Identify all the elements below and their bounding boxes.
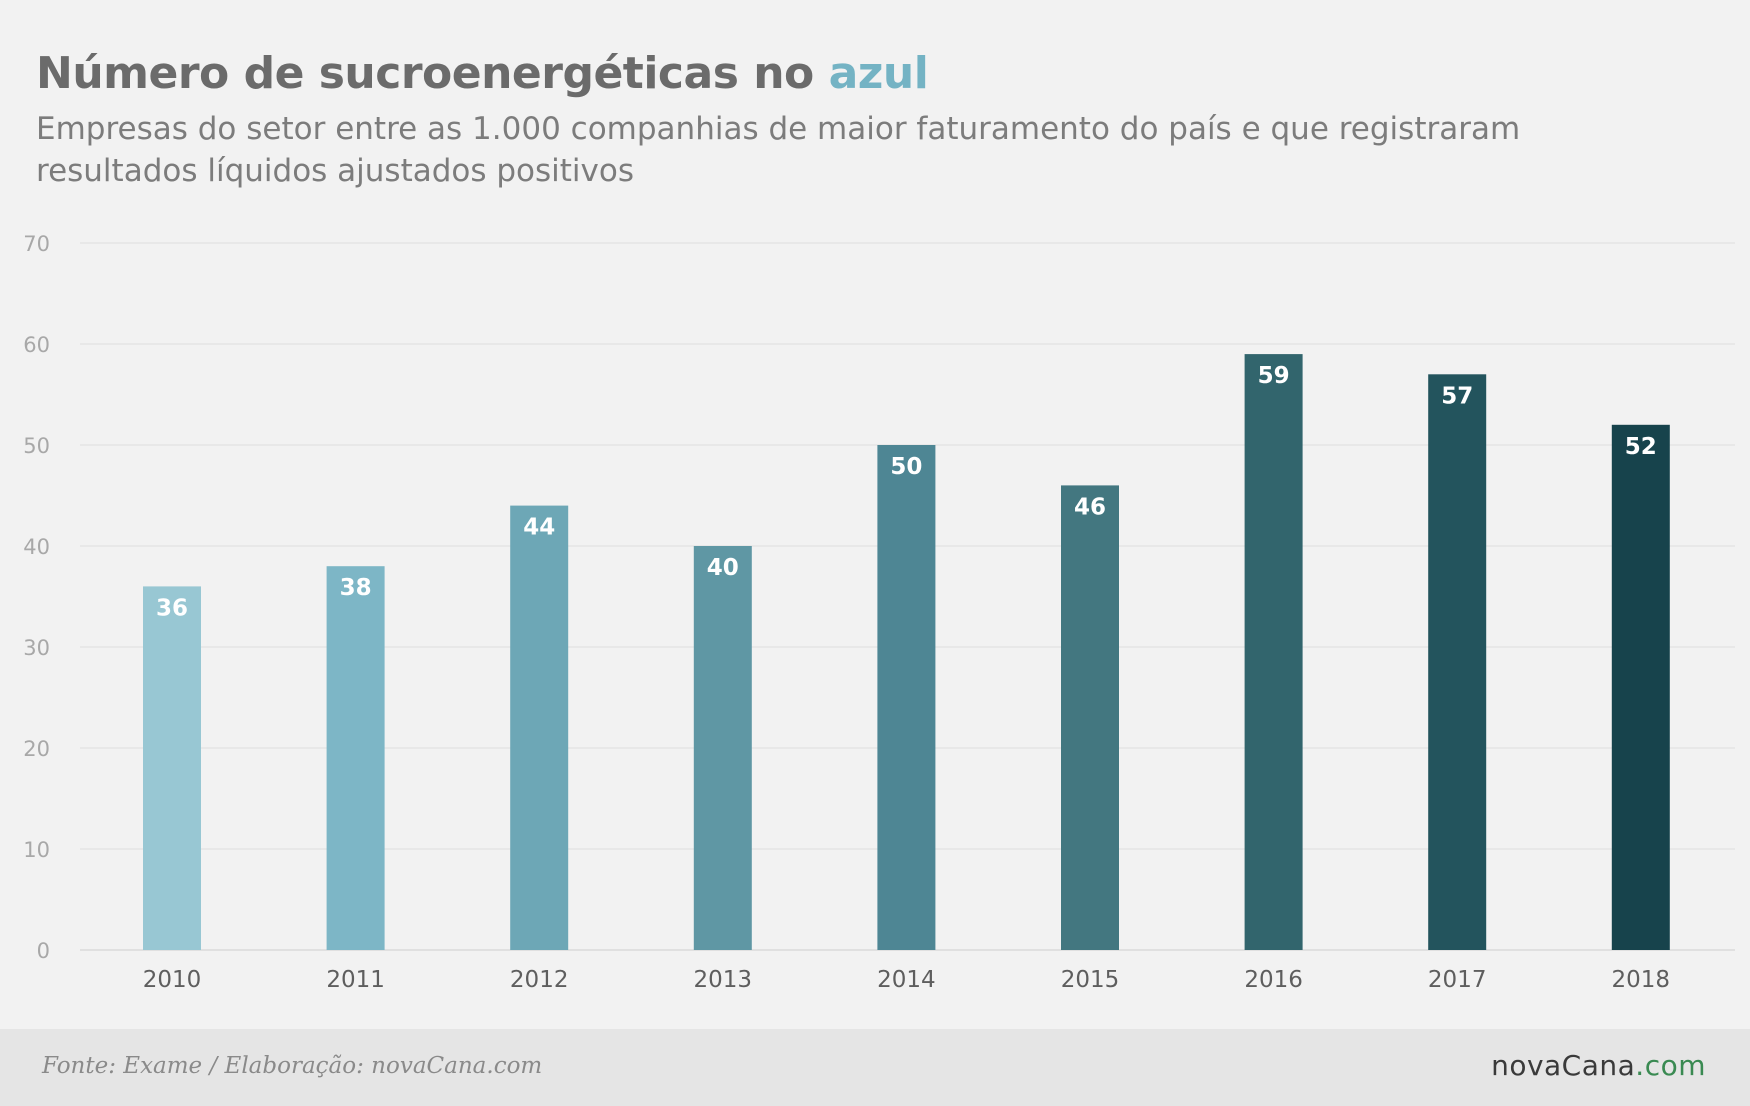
y-tick-label: 70 [23, 232, 50, 256]
bar-value-label: 57 [1441, 383, 1473, 409]
x-tick-label: 2011 [326, 967, 385, 993]
y-tick-label: 40 [23, 535, 50, 559]
bar [1428, 374, 1487, 950]
bars [143, 354, 1670, 951]
y-axis-ticks: 0 10 20 30 40 50 60 70 [23, 232, 50, 963]
bar [693, 546, 752, 950]
x-tick-label: 2015 [1061, 967, 1120, 993]
bar-value-label: 46 [1074, 494, 1106, 520]
y-tick-label: 20 [23, 737, 50, 761]
y-tick-label: 0 [37, 939, 50, 963]
bar-value-labels: 36 38 44 40 50 46 59 57 52 [156, 363, 1657, 621]
brand-name: novaCana [1491, 1049, 1636, 1082]
title-accent: azul [828, 48, 929, 99]
bar [1244, 354, 1303, 951]
y-tick-label: 10 [23, 838, 50, 862]
x-tick-label: 2013 [694, 967, 753, 993]
bar-value-label: 59 [1258, 363, 1290, 389]
y-tick-label: 50 [23, 434, 50, 458]
x-tick-label: 2017 [1428, 967, 1487, 993]
bar-value-label: 44 [523, 515, 555, 541]
x-axis-ticks: 2010 2011 2012 2013 2014 2015 2016 2017 2018 [143, 967, 1670, 993]
x-tick-label: 2010 [143, 967, 202, 993]
x-tick-label: 2018 [1612, 967, 1671, 993]
bar-value-label: 40 [707, 555, 739, 581]
bar [1061, 485, 1119, 950]
bar [326, 566, 385, 950]
x-tick-label: 2012 [510, 967, 569, 993]
bar [877, 445, 936, 950]
chart-subtitle: Empresas do setor entre as 1.000 companh… [36, 111, 1521, 189]
bar-value-label: 50 [890, 454, 922, 480]
brand-tld: .com [1635, 1049, 1706, 1082]
source-text: Fonte: Exame / Elaboração: novaCana.com [42, 1053, 543, 1079]
y-tick-label: 30 [23, 636, 50, 660]
x-tick-label: 2016 [1244, 967, 1303, 993]
footer: Fonte: Exame / Elaboração: novaCana.com … [0, 1029, 1750, 1106]
y-tick-label: 60 [23, 333, 50, 357]
bar [510, 505, 569, 950]
bar [143, 586, 201, 950]
bar [1611, 424, 1670, 950]
chart-title: Número de sucroenergéticas no azul [36, 48, 929, 99]
bar-value-label: 36 [156, 595, 188, 621]
x-tick-label: 2014 [877, 967, 936, 993]
brand-logo: novaCana.com [1491, 1049, 1706, 1082]
bar-value-label: 38 [340, 575, 372, 601]
bar-value-label: 52 [1625, 434, 1657, 460]
title-main: Número de sucroenergéticas no [36, 48, 829, 99]
